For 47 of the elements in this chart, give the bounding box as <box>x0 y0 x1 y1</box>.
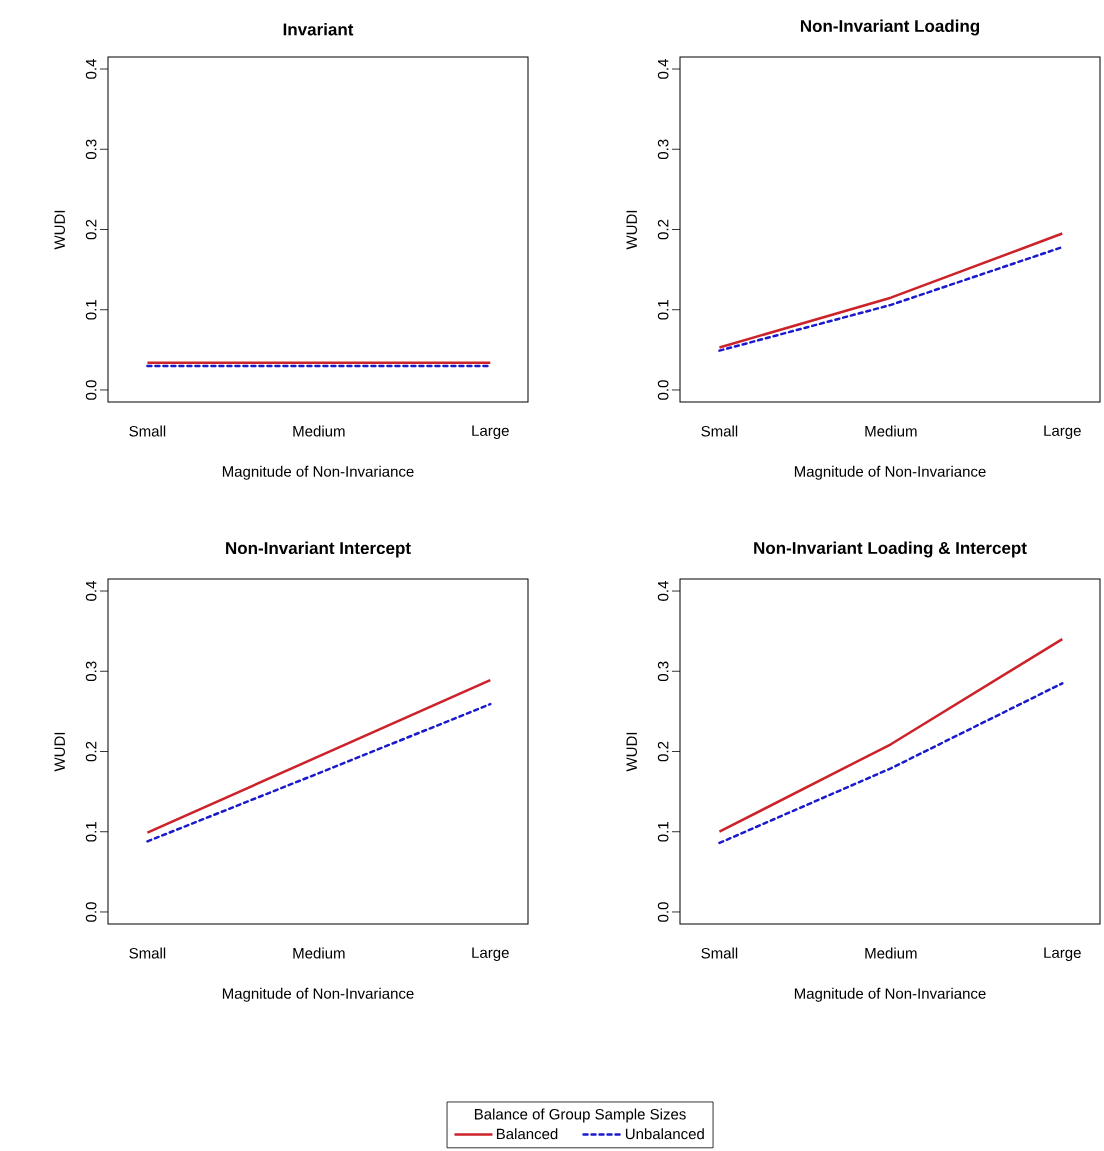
y-tick-label: 0.0 <box>85 902 97 922</box>
x-tick-label: Small <box>129 425 166 437</box>
chart-title: Non-Invariant Loading <box>800 19 980 36</box>
y-axis-title: WUDI <box>626 732 637 772</box>
y-tick-label: 0.4 <box>657 581 669 601</box>
y-tick-label: 0.2 <box>657 219 669 240</box>
y-tick-label: 0.3 <box>85 139 97 160</box>
y-tick-label: 0.0 <box>657 380 669 400</box>
y-tick-label: 0.1 <box>85 300 97 320</box>
y-tick-label: 0.1 <box>657 300 669 320</box>
y-tick-label: 0.3 <box>657 661 669 682</box>
x-tick-label: Medium <box>865 425 917 437</box>
y-tick-label: 0.0 <box>657 902 669 922</box>
x-axis-title: Magnitude of Non-Invariance <box>794 987 986 1002</box>
x-tick-label: Large <box>472 947 509 961</box>
y-tick-label: 0.3 <box>657 139 669 160</box>
x-tick-label: Medium <box>865 947 917 959</box>
y-tick-label: 0.2 <box>657 741 669 762</box>
x-tick-label: Small <box>701 947 738 959</box>
y-tick-label: 0.4 <box>657 59 669 79</box>
x-tick-label: Small <box>129 947 166 959</box>
y-axis-title: WUDI <box>54 210 65 250</box>
x-tick-label: Small <box>701 425 738 437</box>
legend-label: Unbalanced <box>625 1128 704 1140</box>
y-tick-label: 0.2 <box>85 219 97 240</box>
y-tick-label: 0.4 <box>85 59 97 79</box>
y-tick-label: 0.1 <box>657 822 669 842</box>
y-tick-label: 0.4 <box>85 581 97 601</box>
y-tick-label: 0.1 <box>85 822 97 842</box>
x-tick-label: Medium <box>293 947 345 959</box>
x-axis-title: Magnitude of Non-Invariance <box>794 465 986 480</box>
legend-title: Balance of Group Sample Sizes <box>474 1108 686 1123</box>
chart-title: Invariant <box>283 22 354 36</box>
x-axis-title: Magnitude of Non-Invariance <box>222 987 414 1002</box>
legend-label: Balanced <box>496 1128 558 1140</box>
y-tick-label: 0.0 <box>85 380 97 400</box>
x-tick-label: Large <box>472 425 509 439</box>
x-tick-label: Large <box>1044 947 1081 961</box>
y-axis-title: WUDI <box>54 732 65 772</box>
chart-title: Non-Invariant Loading & Intercept <box>754 541 1027 558</box>
y-axis-title: WUDI <box>626 210 637 250</box>
x-axis-title: Magnitude of Non-Invariance <box>222 465 414 480</box>
y-tick-label: 0.3 <box>85 661 97 682</box>
x-tick-label: Medium <box>293 425 345 437</box>
chart-title: Non-Invariant Intercept <box>226 541 411 558</box>
y-tick-label: 0.2 <box>85 741 97 762</box>
x-tick-label: Large <box>1044 425 1081 439</box>
